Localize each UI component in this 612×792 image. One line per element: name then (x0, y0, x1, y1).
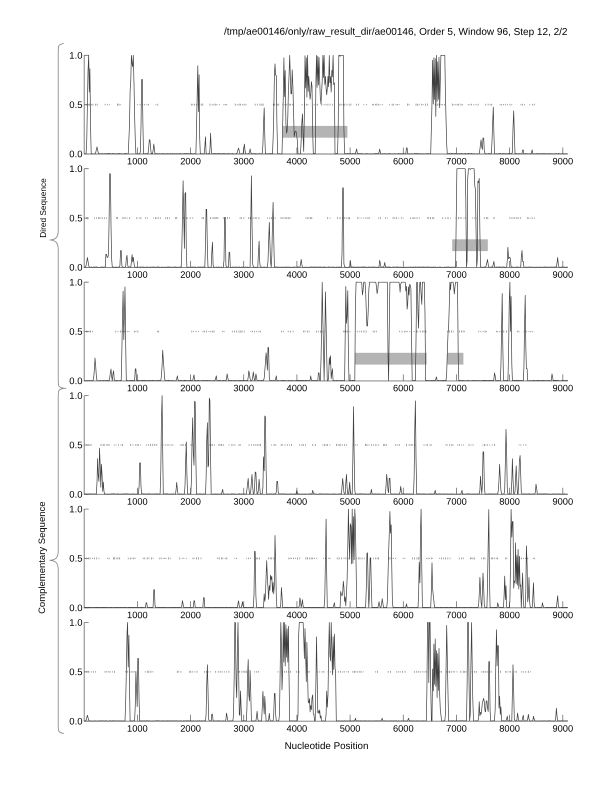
svg-text:4000: 4000 (287, 270, 308, 280)
svg-text:9000: 9000 (552, 156, 573, 166)
svg-text:1.0: 1.0 (69, 391, 82, 402)
svg-text:7000: 7000 (446, 383, 467, 393)
svg-text:Dired Sequence: Dired Sequence (38, 178, 48, 238)
svg-text:6000: 6000 (393, 383, 414, 393)
svg-text:0.0: 0.0 (69, 263, 82, 274)
svg-text:9000: 9000 (552, 383, 573, 393)
svg-text:7000: 7000 (446, 497, 467, 507)
svg-text:1.0: 1.0 (69, 51, 82, 62)
svg-text:3000: 3000 (233, 724, 254, 734)
svg-text:3000: 3000 (233, 610, 254, 620)
svg-text:2000: 2000 (180, 270, 201, 280)
svg-text:5000: 5000 (340, 156, 361, 166)
svg-text:7000: 7000 (446, 270, 467, 280)
svg-text:6000: 6000 (393, 497, 414, 507)
svg-text:3000: 3000 (233, 156, 254, 166)
svg-text:0.0: 0.0 (69, 490, 82, 501)
svg-text:1.0: 1.0 (69, 277, 82, 288)
svg-text:4000: 4000 (287, 724, 308, 734)
svg-text:8000: 8000 (499, 270, 520, 280)
svg-text:1000: 1000 (127, 156, 148, 166)
svg-text:2000: 2000 (180, 724, 201, 734)
svg-text:0.5: 0.5 (69, 213, 82, 224)
svg-text:0.5: 0.5 (69, 100, 82, 111)
svg-text:1.0: 1.0 (69, 164, 82, 175)
svg-text:6000: 6000 (393, 156, 414, 166)
svg-text:6000: 6000 (393, 610, 414, 620)
svg-text:4000: 4000 (287, 497, 308, 507)
svg-text:3000: 3000 (233, 497, 254, 507)
svg-text:0.0: 0.0 (69, 716, 82, 727)
svg-text:5000: 5000 (340, 724, 361, 734)
svg-text:5000: 5000 (340, 270, 361, 280)
svg-text:9000: 9000 (552, 497, 573, 507)
svg-text:3000: 3000 (233, 383, 254, 393)
svg-text:4000: 4000 (287, 610, 308, 620)
svg-text:0.5: 0.5 (69, 554, 82, 565)
svg-text:0.5: 0.5 (69, 440, 82, 451)
svg-text:8000: 8000 (499, 156, 520, 166)
svg-text:9000: 9000 (552, 270, 573, 280)
svg-text:0.5: 0.5 (69, 327, 82, 338)
svg-text:3000: 3000 (233, 270, 254, 280)
svg-text:7000: 7000 (446, 610, 467, 620)
svg-text:1.0: 1.0 (69, 618, 82, 629)
svg-text:6000: 6000 (393, 270, 414, 280)
svg-text:5000: 5000 (340, 497, 361, 507)
svg-text:1000: 1000 (127, 270, 148, 280)
svg-text:2000: 2000 (180, 497, 201, 507)
svg-text:2000: 2000 (180, 383, 201, 393)
svg-text:5000: 5000 (340, 610, 361, 620)
svg-text:8000: 8000 (499, 724, 520, 734)
svg-text:6000: 6000 (393, 724, 414, 734)
svg-text:4000: 4000 (287, 383, 308, 393)
svg-text:8000: 8000 (499, 383, 520, 393)
svg-text:7000: 7000 (446, 724, 467, 734)
svg-text:2000: 2000 (180, 156, 201, 166)
svg-text:7000: 7000 (446, 156, 467, 166)
svg-text:1000: 1000 (127, 383, 148, 393)
svg-text:/tmp/ae00146/only/raw_result_d: /tmp/ae00146/only/raw_result_dir/ae00146… (224, 27, 568, 38)
svg-text:8000: 8000 (499, 497, 520, 507)
svg-text:0.0: 0.0 (69, 603, 82, 614)
svg-text:Nucleotide Position: Nucleotide Position (285, 741, 369, 752)
svg-text:1000: 1000 (127, 610, 148, 620)
svg-text:1000: 1000 (127, 497, 148, 507)
svg-text:0.5: 0.5 (69, 667, 82, 678)
svg-text:8000: 8000 (499, 610, 520, 620)
svg-text:9000: 9000 (552, 610, 573, 620)
svg-text:4000: 4000 (287, 156, 308, 166)
svg-text:2000: 2000 (180, 610, 201, 620)
svg-text:0.0: 0.0 (69, 149, 82, 160)
svg-text:9000: 9000 (552, 724, 573, 734)
svg-text:0.0: 0.0 (69, 376, 82, 387)
svg-text:1.0: 1.0 (69, 504, 82, 515)
svg-text:1000: 1000 (127, 724, 148, 734)
svg-text:Complementary Sequence: Complementary Sequence (37, 501, 48, 613)
svg-text:5000: 5000 (340, 383, 361, 393)
